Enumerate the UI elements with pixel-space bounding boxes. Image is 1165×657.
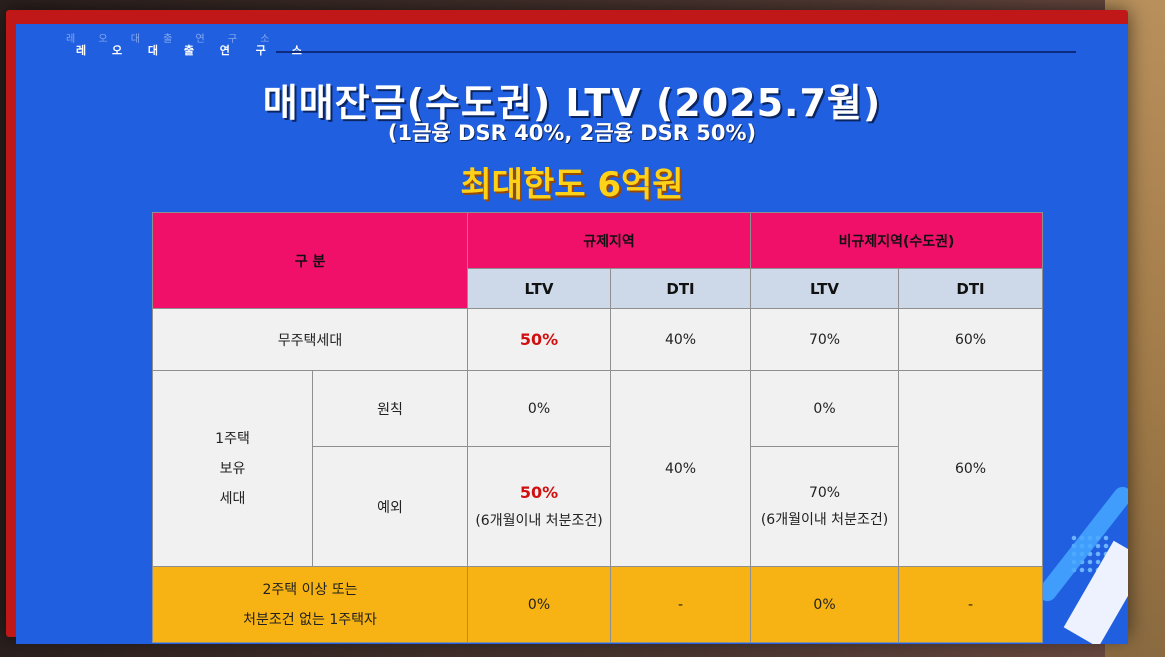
brand-divider	[276, 51, 1076, 53]
cell-exception-non-ltv: 70% (6개월이내 처분조건)	[750, 446, 900, 567]
cell-no-house-reg-dti: 40%	[610, 308, 752, 371]
ltv-table: 구 분 규제지역 비규제지역(수도권) LTV DTI LTV DTI 무주택세…	[151, 212, 1044, 643]
brand-label: 레 오 대 출 연 구 소	[76, 44, 313, 57]
header-non-regulated-dti: DTI	[898, 268, 1044, 309]
multi-house-label-line-1: 2주택 이상 또는	[262, 581, 358, 598]
header-category: 구 분	[151, 212, 469, 309]
cell-exception-reg-ltv: 50% (6개월이내 처분조건)	[467, 446, 612, 567]
exception-reg-ltv-value: 50%	[519, 483, 559, 502]
max-limit-highlight: 최대한도 6억원	[460, 165, 684, 205]
row-label-one-house: 1주택 보유 세대	[152, 370, 313, 567]
cell-no-house-non-dti: 60%	[898, 308, 1044, 371]
exception-reg-ltv-note: (6개월이내 처분조건)	[475, 513, 603, 529]
slide-title: 매매잔금(수도권) LTV (2025.7월)	[262, 81, 882, 125]
exception-non-ltv-note: (6개월이내 처분조건)	[760, 511, 889, 528]
header-regulated-area: 규제지역	[467, 212, 752, 269]
header-regulated-dti: DTI	[610, 268, 752, 309]
row-label-exception: 예외	[311, 446, 469, 567]
presentation-screen: 레 오 대 출 연 구 소 레 오 대 출 연 구 소 매매잔금(수도권) LT…	[6, 10, 1128, 644]
cell-multi-non-ltv: 0%	[750, 566, 900, 643]
row-label-multi-house: 2주택 이상 또는 처분조건 없는 1주택자	[151, 566, 469, 643]
cell-no-house-non-ltv: 70%	[750, 308, 900, 371]
cell-multi-reg-ltv: 0%	[467, 566, 612, 643]
exception-non-ltv-value: 70%	[808, 484, 841, 501]
cell-multi-non-dti: -	[898, 566, 1044, 643]
one-house-label-line-3: 세대	[219, 490, 246, 507]
cell-principle-non-ltv: 0%	[750, 370, 900, 447]
row-label-principle: 원칙	[311, 370, 469, 447]
header-regulated-ltv: LTV	[467, 268, 612, 309]
row-label-no-house: 무주택세대	[151, 308, 469, 371]
cell-no-house-reg-ltv: 50%	[467, 308, 612, 371]
multi-house-label-line-2: 처분조건 없는 1주택자	[243, 611, 377, 628]
header-non-regulated-area: 비규제지역(수도권)	[750, 212, 1044, 269]
cell-one-house-non-dti: 60%	[898, 370, 1044, 567]
slide-subtitle: (1금융 DSR 40%, 2금융 DSR 50%)	[387, 121, 757, 145]
one-house-label-line-1: 1주택	[215, 430, 250, 447]
cell-principle-reg-ltv: 0%	[467, 370, 612, 447]
cell-multi-reg-dti: -	[610, 566, 752, 643]
one-house-label-line-2: 보유	[219, 460, 246, 477]
cell-one-house-reg-dti: 40%	[610, 370, 752, 567]
slide: 레 오 대 출 연 구 소 레 오 대 출 연 구 소 매매잔금(수도권) LT…	[16, 24, 1128, 644]
header-non-regulated-ltv: LTV	[750, 268, 900, 309]
brand-watermark: 레 오 대 출 연 구 소	[66, 34, 280, 45]
